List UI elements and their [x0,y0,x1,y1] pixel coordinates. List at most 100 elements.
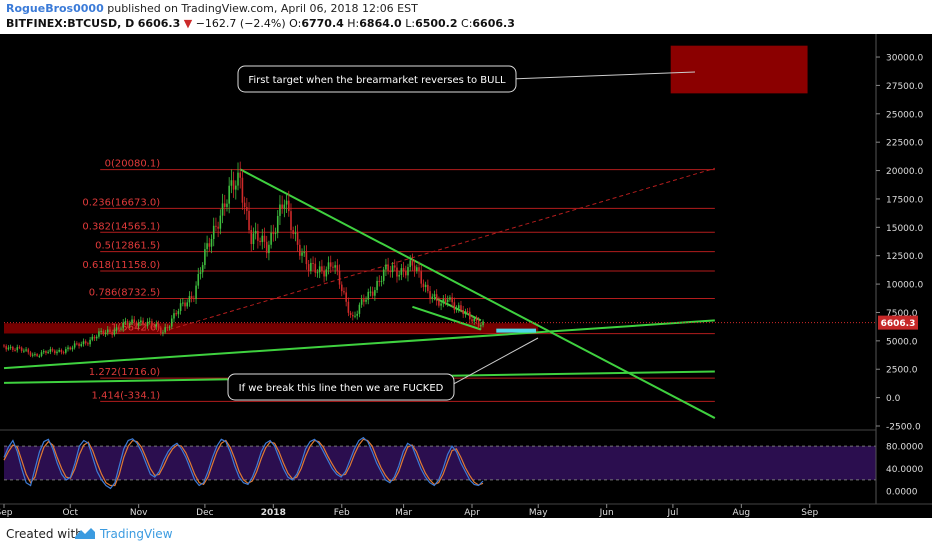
candle-body [292,230,294,235]
time-tick-label: Jul [666,508,678,518]
candle-body [65,349,67,353]
candle-body [177,311,180,315]
candle-body [159,327,162,334]
candle-body [184,302,186,307]
candle-body [389,270,392,273]
candle-body [140,320,142,323]
candle-body [47,351,49,353]
candle-body [113,330,116,335]
candle-body [400,268,403,275]
candle-body [20,347,23,351]
candle-body [106,329,109,333]
wedge-upper-trendline [434,296,482,322]
candle-body [157,324,160,328]
candle-body [210,239,213,247]
fib-level-label: 1.272(1716.0) [89,367,161,378]
candle-body [182,302,184,304]
candle-body [144,324,147,327]
candle-body [38,355,41,357]
candle-body [190,296,193,299]
candle-body [334,265,336,268]
candle-body [446,299,449,302]
candle-body [287,200,290,212]
fib-level-label: 0.236(16673.0) [82,197,160,208]
candle-body [234,185,237,190]
price-tick-label: -2500.0 [886,423,921,433]
wedge-lower-trendline [412,305,482,331]
candle-body [376,280,378,291]
candle-body [87,343,89,345]
price-tick-label: 12500.0 [886,252,923,262]
dashed-projection-line [169,167,715,330]
candle-body [137,322,140,326]
candle-body [204,249,206,266]
stoch-tick-label: 80.0000 [886,443,923,453]
candle-body [248,210,250,231]
candle-body [162,332,164,334]
candle-body [237,172,239,186]
ohlc-high: H:6864.0 [347,17,402,30]
candle-body [133,319,136,323]
candle-body [270,232,272,245]
candle-body [347,301,350,313]
candle-body [378,280,381,282]
candle-body [93,336,96,339]
price-chart-svg[interactable]: 0(20080.1) 0.236(16673.0) 0.382(14565.1) 0.… [0,34,932,518]
candle-body [429,291,431,299]
candle-body [215,225,217,227]
candle-body [345,292,347,302]
price-tick-label: 15000.0 [886,224,923,234]
candle-body [422,283,425,288]
candle-body [318,266,321,273]
candle-body [299,244,301,256]
candle-body [111,332,113,335]
candle-body [349,312,352,315]
price-tick-label: 17500.0 [886,195,923,205]
candle-body [296,232,299,245]
candle-body [117,327,120,330]
candle-body [42,351,45,353]
price-tick-label: 25000.0 [886,110,923,120]
tradingview-brand-link[interactable]: TradingView [100,527,173,541]
chart-area[interactable]: 0(20080.1) 0.236(16673.0) 0.382(14565.1) 0.… [0,34,932,518]
down-arrow-icon: ▼ [183,17,193,30]
support-band-zone [4,323,539,334]
time-tick-label: Jun [599,508,614,518]
author-link[interactable]: RogueBros0000 [6,2,104,15]
candle-body [420,271,423,284]
candle-body [475,318,478,321]
candle-body [343,291,345,293]
candle-body [382,269,385,281]
candle-body [440,303,442,306]
candle-body [109,329,111,333]
bull-target-callout-pointer [509,71,696,80]
time-tick-label: Feb [334,508,350,518]
candle-body [29,352,32,356]
candle-body [276,215,279,233]
candle-body [164,327,166,333]
candle-body [151,321,153,327]
time-tick-label: May [529,508,548,518]
price-change: −162.7 (−2.4%) [195,17,286,30]
footer: Created with TradingView [0,518,932,550]
candle-body [418,267,420,272]
candle-body [482,321,484,326]
candle-body [14,349,16,351]
candle-body [365,299,367,302]
stoch-d-line [3,438,484,487]
candle-body [239,172,242,178]
candle-body [444,298,447,302]
candle-body [219,215,222,229]
candle-body [228,185,230,204]
candle-body [455,308,458,310]
candle-body [367,291,370,300]
candle-body [62,352,65,354]
chart-background [0,34,932,518]
candle-body [45,351,47,353]
stoch-k-line [3,436,484,490]
candle-body [16,347,19,351]
candle-body [356,313,359,316]
candle-body [67,347,69,350]
candle-body [170,318,173,327]
candle-body [9,346,12,348]
